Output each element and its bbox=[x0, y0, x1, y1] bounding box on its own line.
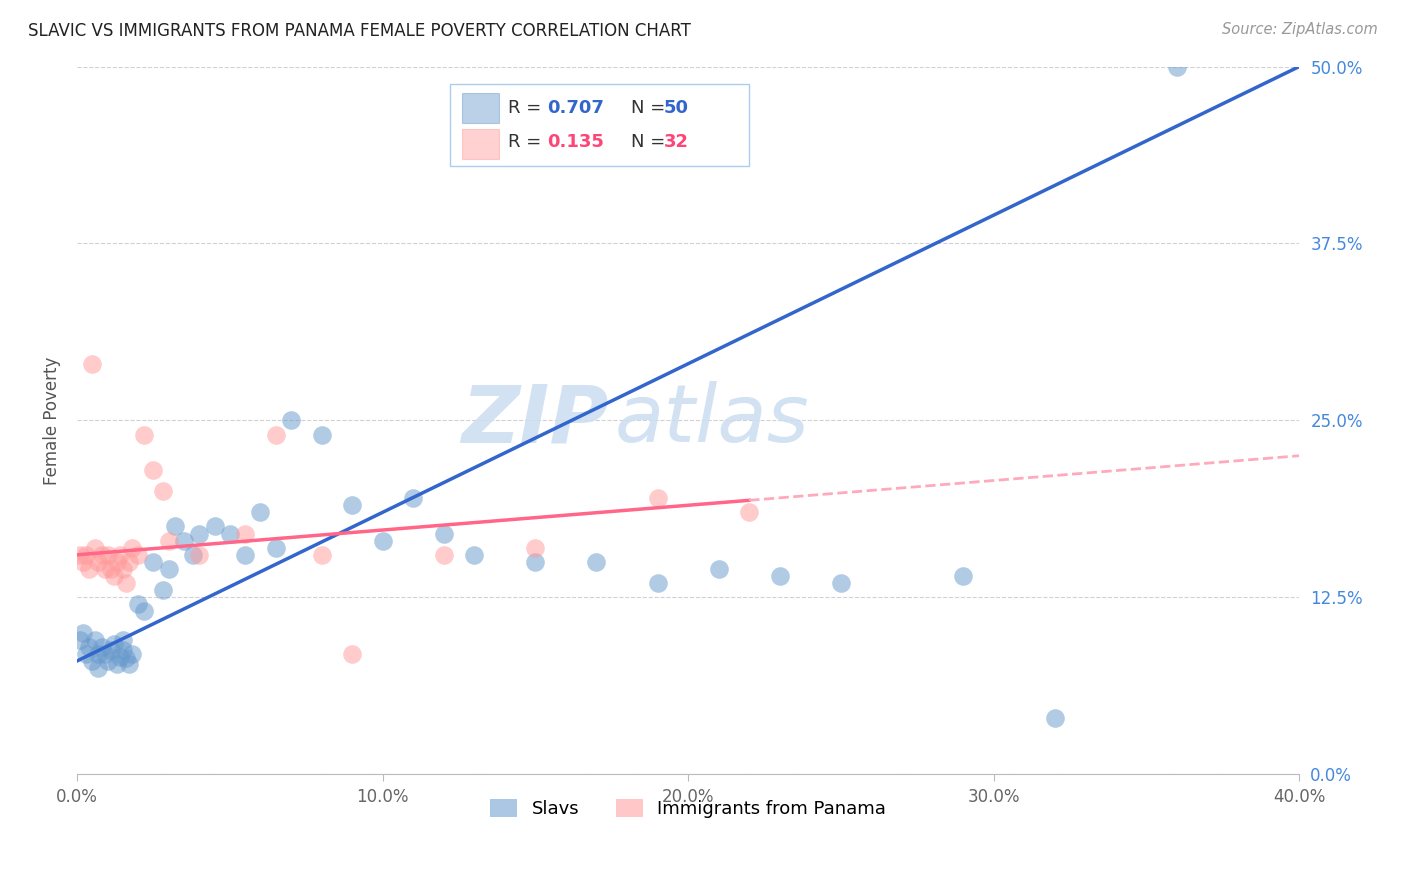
Point bbox=[433, 548, 456, 562]
Point bbox=[280, 413, 302, 427]
Point bbox=[72, 555, 94, 569]
Point bbox=[463, 548, 485, 562]
Point bbox=[181, 548, 204, 562]
Point bbox=[1043, 710, 1066, 724]
Point bbox=[402, 491, 425, 506]
Point bbox=[152, 583, 174, 598]
Legend: Slavs, Immigrants from Panama: Slavs, Immigrants from Panama bbox=[484, 791, 893, 825]
Point bbox=[72, 625, 94, 640]
Text: 50: 50 bbox=[664, 99, 689, 117]
Point bbox=[87, 555, 110, 569]
Point bbox=[121, 541, 143, 555]
Point bbox=[1166, 60, 1188, 74]
Point bbox=[830, 576, 852, 591]
Point bbox=[371, 533, 394, 548]
Point bbox=[121, 647, 143, 661]
Point bbox=[105, 657, 128, 671]
Text: N =: N = bbox=[631, 133, 671, 152]
Point bbox=[118, 555, 141, 569]
Point bbox=[93, 647, 115, 661]
Point bbox=[188, 548, 211, 562]
Point bbox=[142, 463, 165, 477]
Point bbox=[311, 427, 333, 442]
Point bbox=[218, 526, 240, 541]
Point bbox=[111, 642, 134, 657]
Y-axis label: Female Poverty: Female Poverty bbox=[44, 356, 60, 484]
FancyBboxPatch shape bbox=[450, 84, 749, 166]
Point bbox=[433, 526, 456, 541]
Point bbox=[100, 562, 122, 576]
Text: atlas: atlas bbox=[614, 382, 810, 459]
Point bbox=[115, 576, 138, 591]
Point bbox=[769, 569, 792, 583]
Text: SLAVIC VS IMMIGRANTS FROM PANAMA FEMALE POVERTY CORRELATION CHART: SLAVIC VS IMMIGRANTS FROM PANAMA FEMALE … bbox=[28, 22, 690, 40]
Point bbox=[647, 491, 669, 506]
Point bbox=[90, 548, 112, 562]
Point bbox=[707, 562, 730, 576]
Point bbox=[524, 555, 547, 569]
Point bbox=[311, 548, 333, 562]
Text: R =: R = bbox=[509, 133, 553, 152]
Point bbox=[188, 526, 211, 541]
Point bbox=[233, 548, 256, 562]
Point bbox=[647, 576, 669, 591]
Point bbox=[127, 548, 149, 562]
Point bbox=[111, 632, 134, 647]
Point bbox=[157, 533, 180, 548]
Text: 0.707: 0.707 bbox=[547, 99, 605, 117]
Text: 32: 32 bbox=[664, 133, 689, 152]
Point bbox=[103, 637, 125, 651]
Point bbox=[97, 548, 120, 562]
Point bbox=[84, 541, 107, 555]
Point bbox=[79, 640, 101, 654]
Point bbox=[87, 647, 110, 661]
Point bbox=[75, 647, 97, 661]
Point bbox=[142, 555, 165, 569]
Point bbox=[118, 657, 141, 671]
Point bbox=[105, 555, 128, 569]
Point bbox=[108, 649, 131, 664]
Point bbox=[264, 427, 287, 442]
Point bbox=[90, 640, 112, 654]
Point bbox=[103, 569, 125, 583]
Point bbox=[340, 498, 363, 512]
Point bbox=[204, 519, 226, 533]
Point bbox=[585, 555, 607, 569]
Text: ZIP: ZIP bbox=[461, 382, 609, 459]
Point bbox=[100, 642, 122, 657]
Point bbox=[157, 562, 180, 576]
Point bbox=[173, 533, 195, 548]
Point bbox=[134, 427, 156, 442]
Point bbox=[93, 562, 115, 576]
Point bbox=[163, 519, 186, 533]
Text: Source: ZipAtlas.com: Source: ZipAtlas.com bbox=[1222, 22, 1378, 37]
Point bbox=[340, 647, 363, 661]
Point bbox=[524, 541, 547, 555]
Point bbox=[233, 526, 256, 541]
Point bbox=[69, 548, 91, 562]
Point bbox=[82, 654, 104, 668]
Point bbox=[115, 651, 138, 665]
Point bbox=[84, 632, 107, 647]
Point bbox=[75, 548, 97, 562]
Point bbox=[134, 604, 156, 618]
FancyBboxPatch shape bbox=[463, 128, 499, 159]
Point bbox=[249, 505, 271, 519]
Point bbox=[127, 597, 149, 611]
Point bbox=[87, 661, 110, 675]
Point bbox=[108, 548, 131, 562]
Point bbox=[152, 484, 174, 499]
Text: R =: R = bbox=[509, 99, 547, 117]
Point bbox=[79, 562, 101, 576]
FancyBboxPatch shape bbox=[463, 94, 499, 123]
Point bbox=[111, 562, 134, 576]
Point bbox=[97, 654, 120, 668]
Point bbox=[738, 505, 761, 519]
Text: 0.135: 0.135 bbox=[547, 133, 605, 152]
Point bbox=[952, 569, 974, 583]
Point bbox=[264, 541, 287, 555]
Point bbox=[82, 357, 104, 371]
Text: N =: N = bbox=[631, 99, 671, 117]
Point bbox=[69, 632, 91, 647]
